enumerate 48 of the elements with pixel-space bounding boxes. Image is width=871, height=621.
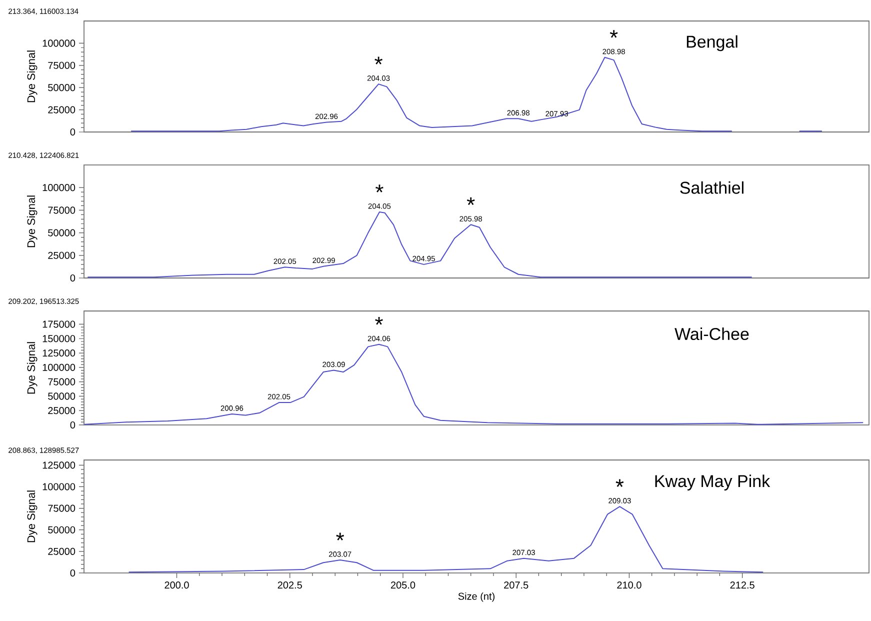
y-tick-label: 75000: [48, 504, 76, 512]
y-tick-label: 100000: [42, 483, 76, 490]
y-tick-label: 25000: [48, 548, 76, 555]
x-tick-label: 205.0: [390, 582, 416, 589]
y-tick-label: 100000: [42, 364, 76, 371]
y-tick-label: 25000: [48, 106, 76, 114]
annotation: *: [336, 532, 344, 540]
x-tick-label: 207.5: [504, 582, 528, 589]
y-tick-label: 125000: [42, 462, 76, 469]
y-tick-label: 50000: [48, 84, 76, 92]
y-tick-label: 25000: [48, 252, 76, 259]
y-tick-label: 50000: [48, 392, 76, 400]
y-tick-label: 0: [70, 421, 76, 429]
y-axis-title: Dye Signal: [26, 490, 38, 542]
y-tick-label: 0: [70, 128, 76, 136]
x-tick-label: 210.0: [617, 582, 642, 589]
y-tick-label: 75000: [48, 378, 76, 386]
y-tick-label: 75000: [48, 62, 76, 69]
y-tick-label: 0: [70, 569, 76, 577]
x-tick-label: 200.0: [164, 582, 189, 589]
text: Wai-Chee: [674, 328, 749, 340]
y-axis-title: Dye Signal: [26, 342, 38, 394]
y-tick-label: 100000: [42, 184, 76, 192]
y-tick-label: 25000: [48, 407, 76, 414]
y-tick-label: 100000: [42, 40, 76, 47]
annotation: *: [375, 317, 383, 325]
y-tick-label: 50000: [48, 526, 76, 534]
y-axis-title: Dye Signal: [26, 50, 38, 102]
text: Kway May Pink: [655, 474, 770, 491]
y-tick-label: 150000: [42, 335, 76, 342]
annotation: *: [610, 30, 618, 38]
text: Bengal: [686, 35, 738, 52]
y-tick-label: 125000: [42, 349, 76, 357]
y-axis-title: Dye Signal: [26, 196, 38, 248]
y-tick-label: 75000: [48, 206, 76, 214]
x-axis-title: Size (nt): [458, 592, 494, 602]
x-tick-label: 202.5: [278, 582, 302, 589]
text: Salathiel: [680, 181, 744, 194]
annotation: *: [466, 197, 475, 206]
y-tick-label: 175000: [42, 320, 76, 328]
annotation: *: [376, 184, 384, 192]
x-tick-label: 212.5: [730, 582, 754, 589]
line-series: [128, 506, 764, 573]
y-tick-label: 0: [70, 274, 76, 282]
annotation: *: [616, 479, 624, 487]
line-series: [84, 344, 864, 425]
annotation: *: [374, 56, 382, 64]
y-tick-label: 50000: [48, 229, 76, 236]
